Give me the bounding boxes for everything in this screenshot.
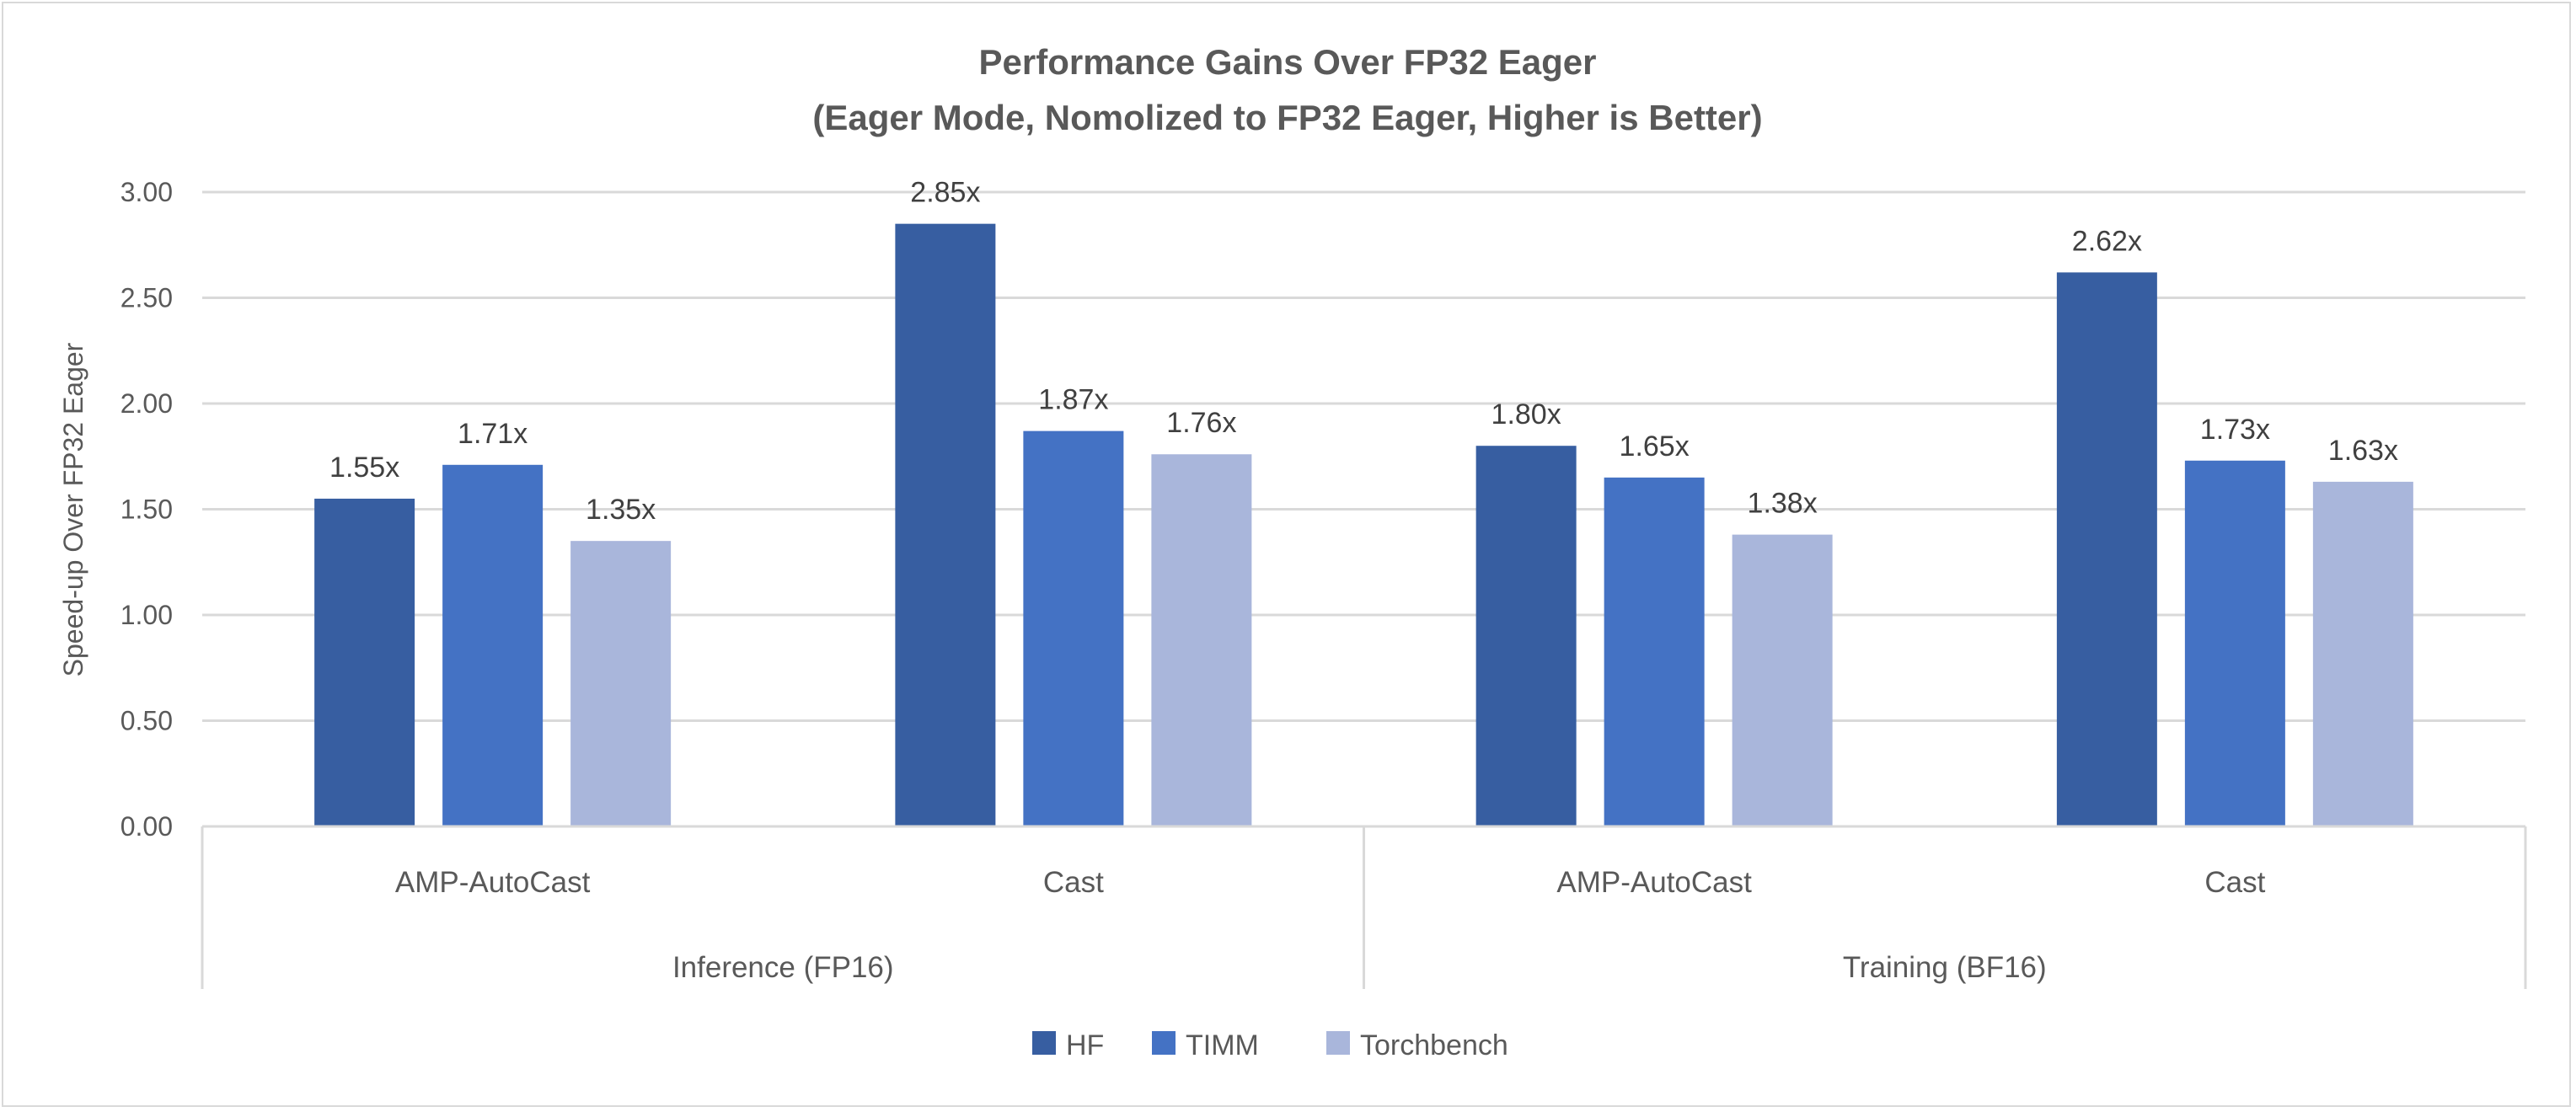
chart-subtitle: (Eager Mode, Nomolized to FP32 Eager, Hi… (812, 98, 1762, 137)
data-label: 1.55x (329, 452, 399, 484)
legend-swatch-hf (1032, 1031, 1056, 1055)
data-label: 1.35x (586, 494, 656, 526)
bar-torchbench-3 (2312, 481, 2413, 826)
data-label: 1.63x (2328, 435, 2398, 467)
data-label: 1.65x (1620, 430, 1690, 462)
bar-hf-2 (1475, 446, 1577, 826)
bar-timm-2 (1604, 477, 1705, 826)
y-axis-label: Speed-up Over FP32 Eager (58, 342, 88, 676)
data-label: 1.87x (1038, 384, 1108, 416)
bar-hf-0 (314, 498, 415, 826)
bar-timm-1 (1023, 430, 1124, 826)
legend-swatch-torchbench (1326, 1031, 1350, 1055)
data-label: 1.71x (458, 418, 528, 450)
y-tick-label: 0.00 (120, 811, 173, 842)
bar-torchbench-0 (570, 541, 672, 826)
y-tick-label: 1.50 (120, 495, 173, 525)
x-group-label: Training (BF16) (1843, 951, 2047, 984)
legend-label: Torchbench (1360, 1029, 1508, 1061)
x-category-label: AMP-AutoCast (395, 866, 591, 899)
bar-timm-3 (2184, 460, 2285, 826)
x-group-label: Inference (FP16) (672, 951, 894, 984)
bar-timm-0 (442, 464, 544, 826)
data-label: 2.62x (2072, 225, 2142, 257)
bar-torchbench-2 (1732, 534, 1833, 826)
bar-torchbench-1 (1151, 454, 1252, 826)
chart-title: Performance Gains Over FP32 Eager (978, 42, 1596, 82)
y-tick-label: 2.00 (120, 388, 173, 419)
bar-hf-1 (895, 223, 996, 826)
legend-label: TIMM (1186, 1029, 1259, 1061)
data-label: 2.85x (910, 177, 980, 209)
y-tick-label: 0.50 (120, 706, 173, 736)
data-label: 1.73x (2200, 414, 2270, 446)
legend-swatch-timm (1152, 1031, 1176, 1055)
x-category-label: AMP-AutoCast (1556, 866, 1752, 899)
data-label: 1.76x (1166, 407, 1236, 439)
legend-label: HF (1066, 1029, 1104, 1061)
x-category-label: Cast (2204, 866, 2265, 899)
y-tick-label: 1.00 (120, 600, 173, 630)
x-category-label: Cast (1043, 866, 1104, 899)
y-tick-label: 2.50 (120, 283, 173, 313)
data-label: 1.38x (1748, 488, 1818, 520)
bar-hf-3 (2056, 272, 2157, 826)
data-label: 1.80x (1492, 398, 1561, 430)
y-tick-label: 3.00 (120, 177, 173, 207)
